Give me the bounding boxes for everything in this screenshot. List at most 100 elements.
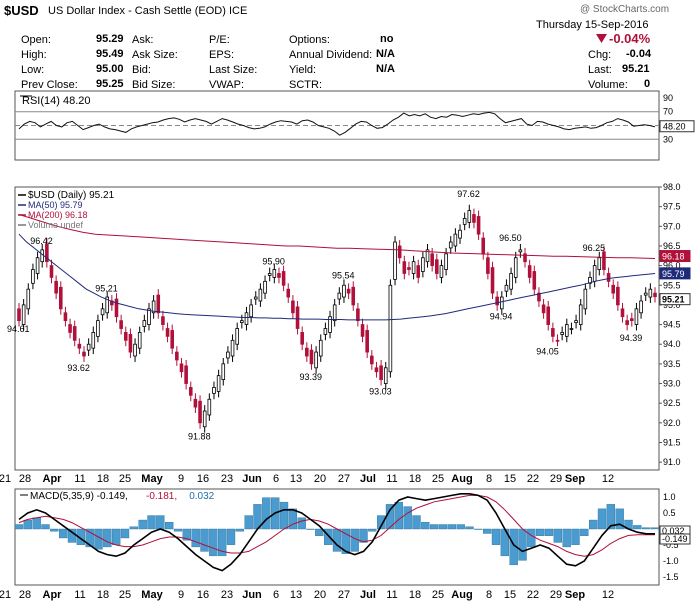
candle-body xyxy=(388,284,393,373)
candle-body xyxy=(212,387,216,394)
macd-histogram-bar xyxy=(200,528,209,552)
price-x-label: Sep xyxy=(565,473,585,485)
macd-histogram-bar xyxy=(103,528,112,548)
candle-body xyxy=(448,241,453,249)
candle-body xyxy=(639,300,643,314)
macd-histogram-bar xyxy=(262,497,271,530)
candle-body xyxy=(625,320,629,325)
last-size-label: Last Size: xyxy=(209,64,258,76)
candle-body xyxy=(156,294,161,314)
candle-body xyxy=(421,257,425,272)
macd-histogram-bar xyxy=(412,515,421,530)
candle-body xyxy=(365,330,369,353)
price-x-label: 8 xyxy=(486,473,492,485)
ma50-line xyxy=(18,233,656,321)
macd-histogram-bar xyxy=(209,528,218,557)
macd-histogram-bar xyxy=(482,528,492,534)
candle-body xyxy=(235,328,239,345)
candle-body xyxy=(300,332,304,345)
macd-histogram-bar xyxy=(120,528,130,539)
macd-histogram-bar xyxy=(323,528,333,545)
eps-label: EPS: xyxy=(209,49,235,61)
prev-close-value: 95.25 xyxy=(96,78,124,90)
macd-x-label: May xyxy=(141,589,163,601)
macd-tick-label: -1.0 xyxy=(663,556,679,566)
dividend-label: Annual Dividend: xyxy=(289,49,373,61)
price-x-label: 18 xyxy=(97,473,109,485)
candle-body xyxy=(323,328,328,335)
candle-body xyxy=(439,265,444,278)
macd-histogram-bar xyxy=(562,528,571,548)
price-tick-label: 94.5 xyxy=(663,320,681,330)
price-x-label: 27 xyxy=(338,473,350,485)
macd-histogram-bar xyxy=(156,515,165,530)
price-annotation: 96.25 xyxy=(583,243,606,253)
macd-histogram-bar xyxy=(226,528,236,545)
candle-body xyxy=(295,306,300,329)
macd-histogram-bar xyxy=(456,524,465,530)
macd-x-label: 13 xyxy=(290,589,302,601)
candle-body xyxy=(513,257,518,278)
low-label: Low: xyxy=(21,64,45,76)
candle-body xyxy=(179,363,184,373)
candle-body xyxy=(207,398,212,416)
price-x-label: Jun xyxy=(242,473,262,485)
ask-label: Ask: xyxy=(132,34,154,46)
candle-body xyxy=(253,296,258,300)
yield-label: Yield: xyxy=(289,64,317,76)
vwap-label: VWAP: xyxy=(209,79,245,91)
sctr-label: SCTR: xyxy=(289,79,322,91)
candle-body xyxy=(165,328,170,337)
price-annotation: 94.61 xyxy=(7,324,30,334)
price-legend-entry: MA(200) 96.18 xyxy=(28,210,88,220)
price-legend-entry: $USD (Daily) 95.21 xyxy=(28,190,115,201)
rsi-legend: RSI(14) 48.20 xyxy=(22,95,90,107)
candle-body xyxy=(393,241,397,280)
candle-body xyxy=(258,288,263,302)
rsi-line xyxy=(18,111,656,136)
open-label: Open: xyxy=(21,34,51,46)
candle-body xyxy=(481,237,486,255)
candle-body xyxy=(91,332,96,349)
macd-x-label: Jun xyxy=(242,589,262,601)
candle-body xyxy=(527,265,532,278)
candle-body xyxy=(523,253,527,263)
macd-histogram-bar xyxy=(76,528,86,545)
candle-body xyxy=(309,349,314,365)
instrument-name: US Dollar Index - Cash Settle (EOD) xyxy=(48,5,226,17)
candle-body xyxy=(161,316,165,325)
macd-histogram-bar xyxy=(615,508,624,530)
price-x-label: Apr xyxy=(43,473,63,485)
price-x-label: 28 xyxy=(19,473,31,485)
candle-body xyxy=(86,343,91,351)
macd-histogram-bar xyxy=(306,528,315,530)
candle-body xyxy=(634,308,639,325)
candle-body xyxy=(476,216,481,235)
candle-body xyxy=(588,277,592,284)
macd-histogram-bar xyxy=(279,501,289,530)
macd-histogram-bar xyxy=(297,517,306,530)
candle-body xyxy=(305,347,309,357)
price-tick-label: 97.5 xyxy=(663,202,681,212)
volume-label: Volume: xyxy=(588,79,628,91)
macd-histogram-bar xyxy=(553,528,563,543)
candle-body xyxy=(569,328,574,330)
macd-histogram-bar xyxy=(164,522,174,530)
macd-x-label: Jul xyxy=(360,589,376,601)
candle-body xyxy=(467,210,472,223)
price-annotation: 96.50 xyxy=(499,233,522,243)
candle-body xyxy=(500,296,504,310)
price-annotation: 91.88 xyxy=(188,432,211,442)
macd-legend-entry: -0.181, xyxy=(146,491,177,502)
macd-histogram-bar xyxy=(217,528,227,557)
candle-body xyxy=(351,286,356,306)
price-tick-label: 96.5 xyxy=(663,241,681,251)
candle-body xyxy=(453,233,458,247)
candle-body xyxy=(328,316,332,333)
price-tick-label: 98.0 xyxy=(663,182,681,192)
price-right-box xyxy=(659,293,691,306)
price-x-label: 12 xyxy=(602,473,614,485)
macd-histogram-bar xyxy=(182,528,192,541)
macd-histogram-bar xyxy=(403,506,412,530)
macd-tick-label: -1.5 xyxy=(663,572,679,582)
